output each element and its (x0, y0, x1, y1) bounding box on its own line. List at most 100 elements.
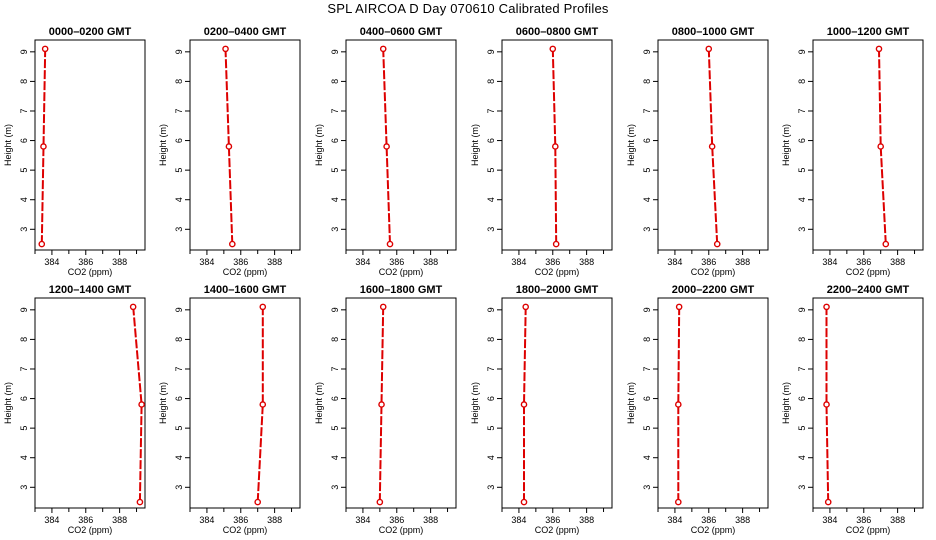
data-point (222, 45, 229, 53)
y-tick-label: 7 (486, 366, 496, 371)
data-point (379, 45, 387, 53)
profile-line (677, 306, 681, 503)
y-tick-label: 4 (174, 197, 184, 202)
y-tick-label: 3 (330, 485, 340, 490)
x-tick-label: 388 (423, 257, 438, 267)
data-point (254, 498, 261, 506)
x-tick-label: 388 (112, 515, 127, 525)
profile-line (256, 306, 264, 503)
x-tick-label: 386 (545, 257, 560, 267)
x-tick-label: 386 (389, 515, 404, 525)
x-axis-label: CO2 (ppm) (535, 525, 580, 535)
x-tick-label: 386 (856, 515, 871, 525)
y-tick-label: 6 (174, 138, 184, 143)
x-tick-label: 386 (701, 257, 716, 267)
plot-frame (34, 297, 146, 509)
chart-title: 1600–1800 GMT (360, 284, 443, 296)
y-tick-label: 7 (174, 108, 184, 113)
y-axis-label: Height (m) (626, 382, 636, 424)
data-point (129, 303, 137, 311)
y-tick-label: 3 (174, 485, 184, 490)
data-point (259, 401, 267, 408)
data-point (225, 143, 233, 150)
plot-frame (657, 297, 769, 509)
figure-title: SPL AIRCOA D Day 070610 Calibrated Profi… (327, 1, 609, 16)
y-tick-label: 5 (642, 168, 652, 173)
data-point (520, 498, 528, 506)
y-axis-label: Height (m) (3, 382, 13, 424)
x-tick-label: 384 (44, 515, 59, 525)
data-point (376, 498, 384, 506)
y-tick-label: 7 (330, 108, 340, 113)
data-point (882, 240, 890, 248)
data-point (875, 45, 883, 53)
y-tick-label: 5 (174, 168, 184, 173)
y-tick-label: 3 (797, 227, 807, 232)
data-point (675, 401, 682, 408)
x-tick-label: 388 (735, 257, 750, 267)
y-tick-label: 9 (174, 49, 184, 54)
y-tick-label: 5 (330, 168, 340, 173)
x-axis-label: CO2 (ppm) (223, 267, 268, 277)
y-tick-label: 8 (330, 79, 340, 84)
x-tick-label: 384 (822, 515, 837, 525)
y-tick-label: 3 (486, 227, 496, 232)
data-point (378, 401, 385, 408)
y-tick-label: 5 (486, 168, 496, 173)
data-point (520, 401, 528, 408)
y-tick-label: 8 (486, 337, 496, 342)
y-tick-label: 7 (486, 108, 496, 113)
data-point (136, 498, 144, 506)
y-axis-label: Height (m) (3, 124, 13, 166)
chart-title: 2200–2400 GMT (827, 284, 910, 296)
y-tick-label: 4 (642, 455, 652, 460)
x-axis-label: CO2 (ppm) (223, 525, 268, 535)
y-tick-label: 7 (174, 366, 184, 371)
y-tick-label: 3 (486, 485, 496, 490)
x-tick-label: 384 (667, 257, 682, 267)
data-point (823, 303, 830, 311)
y-tick-label: 7 (642, 366, 652, 371)
plot-frame (345, 39, 457, 251)
x-tick-label: 384 (355, 257, 370, 267)
y-tick-label: 3 (797, 485, 807, 490)
y-tick-label: 8 (330, 337, 340, 342)
data-point (705, 45, 713, 53)
data-point (549, 45, 557, 53)
chart-title: 1400–1600 GMT (204, 284, 287, 296)
plot-frame (501, 297, 613, 509)
y-axis-label: Height (m) (158, 124, 168, 166)
profile-line (132, 306, 143, 503)
data-point (522, 303, 529, 311)
y-tick-label: 5 (797, 426, 807, 431)
y-tick-label: 7 (19, 366, 29, 371)
y-tick-label: 6 (19, 138, 29, 143)
x-axis-label: CO2 (ppm) (68, 525, 113, 535)
y-tick-label: 9 (797, 307, 807, 312)
x-axis-label: CO2 (ppm) (846, 267, 891, 277)
data-point (675, 303, 683, 311)
y-tick-label: 6 (642, 396, 652, 401)
y-tick-label: 9 (19, 307, 29, 312)
y-tick-label: 9 (642, 307, 652, 312)
y-tick-label: 8 (174, 79, 184, 84)
y-tick-label: 8 (486, 79, 496, 84)
y-tick-label: 3 (642, 227, 652, 232)
data-point (386, 240, 394, 248)
y-tick-label: 9 (330, 49, 340, 54)
y-tick-label: 5 (19, 426, 29, 431)
data-point (552, 240, 560, 248)
y-tick-label: 5 (797, 168, 807, 173)
chart-title: 0600–0800 GMT (516, 26, 599, 38)
y-tick-label: 4 (330, 197, 340, 202)
data-point (824, 498, 832, 506)
x-axis-label: CO2 (ppm) (68, 267, 113, 277)
y-tick-label: 7 (330, 366, 340, 371)
y-tick-label: 9 (19, 49, 29, 54)
x-tick-label: 384 (355, 515, 370, 525)
x-tick-label: 386 (389, 257, 404, 267)
y-tick-label: 3 (330, 227, 340, 232)
y-tick-label: 8 (642, 337, 652, 342)
